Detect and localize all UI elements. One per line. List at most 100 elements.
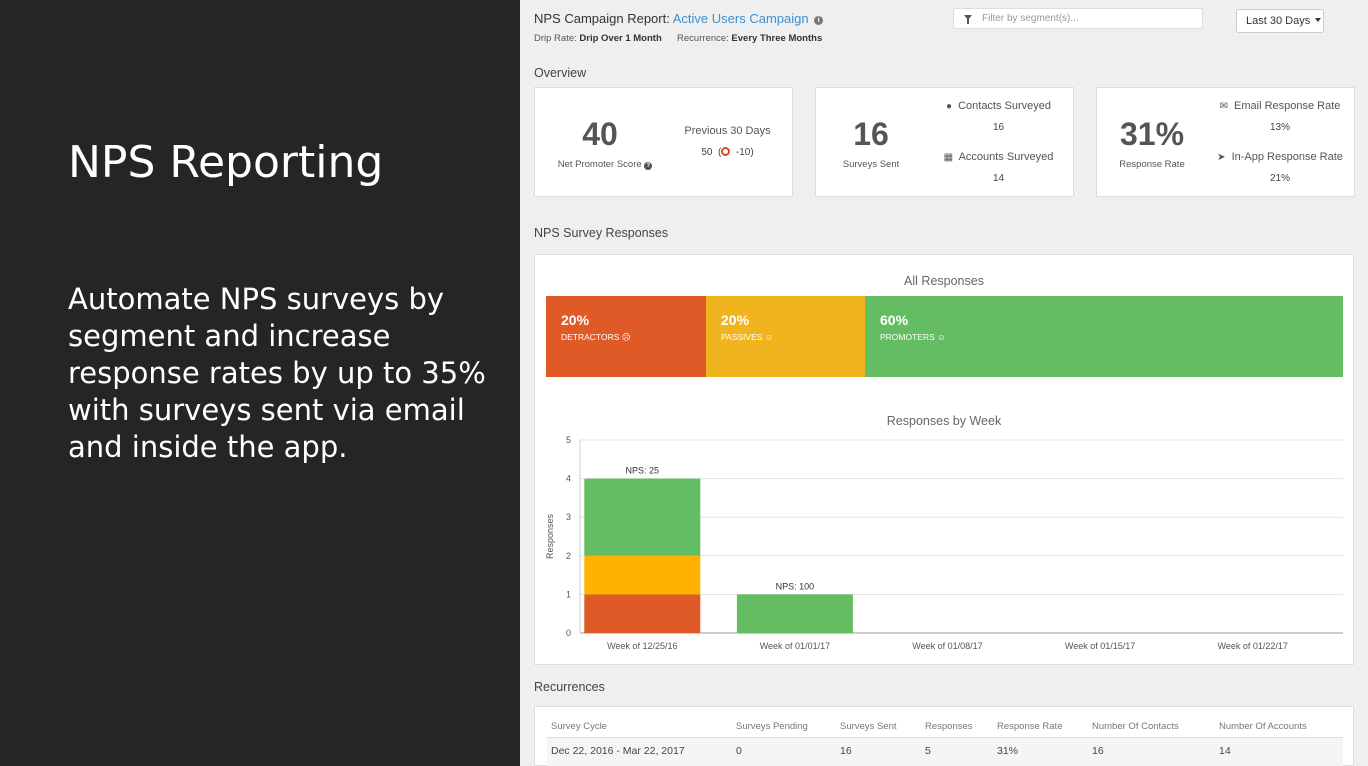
- y-tick-label: 0: [566, 628, 571, 638]
- bar-label: NPS: 25: [626, 466, 660, 476]
- info-icon[interactable]: i: [814, 16, 824, 25]
- nps-label-row: Net Promoter Score ?: [545, 159, 665, 170]
- help-icon[interactable]: ?: [644, 162, 653, 170]
- y-tick-label: 2: [566, 551, 571, 561]
- table-cell: 31%: [997, 745, 1019, 757]
- contacts-surveyed-value: 16: [992, 122, 1005, 133]
- recurrence-value: Every Three Months: [731, 33, 823, 44]
- email-rate-row: ✉ Email Response Rate: [1209, 100, 1351, 112]
- promoters-label: PROMOTERS: [880, 332, 935, 342]
- prev-period-label: Previous 30 Days: [684, 125, 771, 137]
- envelope-icon: ✉: [1219, 101, 1228, 112]
- date-range-dropdown[interactable]: Last 30 Days: [1236, 9, 1324, 33]
- bar-segment: [584, 555, 701, 595]
- surveys-card: 16 Surveys Sent ● Contacts Surveyed 16 ▦…: [815, 87, 1074, 197]
- x-tick-label: Week of 12/25/16: [607, 641, 677, 651]
- response-rate-label: Response Rate: [1119, 159, 1185, 170]
- contacts-surveyed-label: Contacts Surveyed: [958, 100, 1052, 112]
- report-app: NPS Campaign Report: Active Users Campai…: [520, 0, 1368, 766]
- user-icon: ●: [945, 101, 953, 112]
- prev-period-score: 50: [701, 147, 713, 158]
- decrease-icon: [721, 147, 731, 156]
- paper-plane-icon: ➤: [1217, 152, 1226, 163]
- promoters-segment: 60% PROMOTERS ☺: [865, 296, 1343, 377]
- responses-panel: All Responses 20% DETRACTORS ☹ 20% PASSI…: [534, 254, 1354, 665]
- table-cell: 16: [840, 745, 852, 757]
- drip-rate-value: Drip Over 1 Month: [579, 33, 662, 44]
- y-axis-label: Responses: [545, 513, 555, 559]
- recurrences-heading: Recurrences: [534, 680, 605, 694]
- campaign-settings: Drip Rate: Drip Over 1 Month Recurrence:…: [534, 33, 822, 44]
- passives-pct: 20%: [721, 312, 750, 328]
- column-header[interactable]: Survey Cycle: [551, 721, 607, 732]
- y-tick-label: 5: [566, 435, 571, 445]
- x-tick-label: Week of 01/22/17: [1218, 641, 1288, 651]
- promo-title: NPS Reporting: [68, 137, 384, 188]
- date-range-label: Last 30 Days: [1246, 15, 1311, 27]
- response-rate-value: 31%: [1119, 116, 1185, 152]
- column-header[interactable]: Number Of Contacts: [1092, 721, 1179, 732]
- x-tick-label: Week of 01/01/17: [760, 641, 830, 651]
- filter-icon: [964, 15, 972, 24]
- column-header[interactable]: Number Of Accounts: [1219, 721, 1307, 732]
- promo-panel: NPS Reporting Automate NPS surveys by se…: [0, 0, 520, 766]
- bar-label: NPS: 100: [776, 581, 815, 591]
- detractors-segment: 20% DETRACTORS ☹: [546, 296, 706, 377]
- bar-segment: [584, 594, 701, 633]
- nps-card: 40 Net Promoter Score ? Previous 30 Days…: [534, 87, 793, 197]
- x-tick-label: Week of 01/08/17: [912, 641, 982, 651]
- bar-segment: [736, 594, 853, 633]
- x-tick-label: Week of 01/15/17: [1065, 641, 1135, 651]
- bar-segment: [584, 478, 701, 556]
- overview-heading: Overview: [534, 66, 587, 80]
- segment-filter-input[interactable]: Filter by segment(s)...: [953, 8, 1203, 29]
- filter-placeholder: Filter by segment(s)...: [982, 13, 1079, 24]
- table-row[interactable]: [547, 738, 1343, 766]
- surveys-sent-count: 16: [853, 116, 889, 152]
- column-header[interactable]: Response Rate: [997, 721, 1063, 732]
- smile-icon: ☺: [937, 332, 946, 342]
- campaign-link[interactable]: Active Users Campaign: [672, 11, 809, 26]
- chart-title: Responses by Week: [886, 414, 1002, 428]
- inapp-rate-value: 21%: [1269, 173, 1290, 184]
- table-cell: 0: [736, 745, 742, 757]
- building-icon: ▦: [943, 152, 954, 163]
- y-tick-label: 3: [566, 512, 571, 522]
- y-tick-label: 4: [566, 474, 571, 484]
- table-cell: 5: [925, 745, 931, 757]
- all-responses-title: All Responses: [904, 274, 984, 288]
- caret-down-icon: [1315, 18, 1322, 22]
- email-rate-value: 13%: [1269, 122, 1290, 133]
- responses-heading: NPS Survey Responses: [534, 226, 669, 240]
- nps-score: 40: [582, 116, 618, 152]
- table-cell: 16: [1092, 745, 1104, 757]
- email-rate-label: Email Response Rate: [1234, 100, 1341, 112]
- detractors-pct: 20%: [561, 312, 590, 328]
- prev-period-values: 50 ( -10): [701, 147, 754, 158]
- prev-period-change: -10: [735, 147, 751, 158]
- promoters-pct: 60%: [880, 312, 909, 328]
- frown-icon: ☹: [621, 332, 631, 342]
- contacts-surveyed-row: ● Contacts Surveyed: [931, 100, 1066, 112]
- passives-label: PASSIVES: [721, 332, 763, 342]
- y-tick-label: 1: [566, 589, 571, 599]
- column-header[interactable]: Surveys Pending: [736, 721, 808, 732]
- response-rate-card: 31% Response Rate ✉ Email Response Rate …: [1096, 87, 1355, 197]
- detractors-label: DETRACTORS: [561, 332, 620, 342]
- responses-by-week-chart: 0 1 2 3 4 5 Responses NPS: 25 Week of 12/25/16 NP…: [545, 435, 1343, 651]
- drip-rate-label: Drip Rate:: [534, 33, 577, 44]
- recurrence-label: Recurrence:: [677, 33, 729, 44]
- column-header[interactable]: Responses: [925, 721, 973, 732]
- inapp-rate-row: ➤ In-App Response Rate: [1209, 151, 1351, 163]
- accounts-surveyed-row: ▦ Accounts Surveyed: [931, 151, 1066, 163]
- column-header[interactable]: Surveys Sent: [840, 721, 897, 732]
- accounts-surveyed-label: Accounts Surveyed: [958, 151, 1054, 163]
- passives-segment: 20% PASSIVES ☺: [706, 296, 865, 377]
- surveys-sent-label: Surveys Sent: [842, 159, 900, 170]
- table-cell: Dec 22, 2016 - Mar 22, 2017: [551, 745, 685, 757]
- neutral-face-icon: ☺: [764, 332, 774, 342]
- promo-body: Automate NPS surveys by segment and incr…: [68, 282, 486, 464]
- accounts-surveyed-value: 14: [992, 173, 1005, 184]
- nps-label: Net Promoter Score: [557, 159, 642, 170]
- inapp-rate-label: In-App Response Rate: [1231, 151, 1343, 163]
